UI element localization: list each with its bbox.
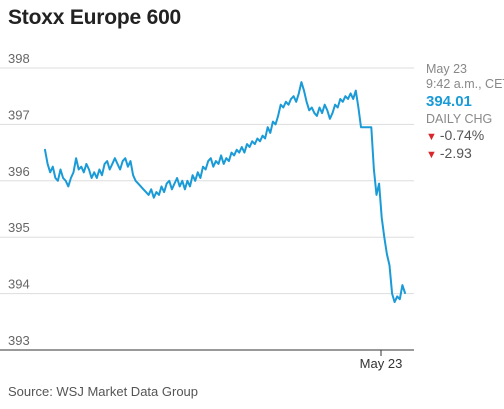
- quote-panel: May 23 9:42 a.m., CET 394.01 DAILY CHG ▼…: [426, 62, 504, 163]
- x-tick-label-may-23: May 23: [360, 356, 403, 371]
- series-line: [44, 81, 406, 304]
- triangle-down-icon: ▼: [426, 149, 437, 161]
- quote-price: 394.01: [426, 93, 472, 110]
- y-tick-label: 398: [8, 51, 30, 66]
- y-axis-labels: 393 394 395 396 397 398: [8, 51, 30, 348]
- change-points: ▼ -2.93: [426, 145, 504, 163]
- quote-time: 9:42 a.m., CET: [426, 77, 504, 91]
- y-tick-label: 394: [8, 277, 30, 292]
- change-points-value: -2.93: [439, 145, 472, 161]
- y-tick-label: 395: [8, 220, 30, 235]
- source-note: Source: WSJ Market Data Group: [8, 384, 199, 399]
- change-percent-value: -0.74%: [439, 127, 485, 143]
- y-tick-label: 396: [8, 164, 30, 179]
- chart-title: Stoxx Europe 600: [8, 6, 182, 29]
- triangle-down-icon: ▼: [426, 131, 437, 143]
- y-tick-label: 393: [8, 333, 30, 348]
- gridlines: [0, 67, 414, 295]
- change-percent: ▼ -0.74%: [426, 127, 504, 145]
- daily-change-label: DAILY CHG: [426, 112, 493, 126]
- quote-date: May 23: [426, 62, 467, 76]
- y-tick-label: 397: [8, 107, 30, 122]
